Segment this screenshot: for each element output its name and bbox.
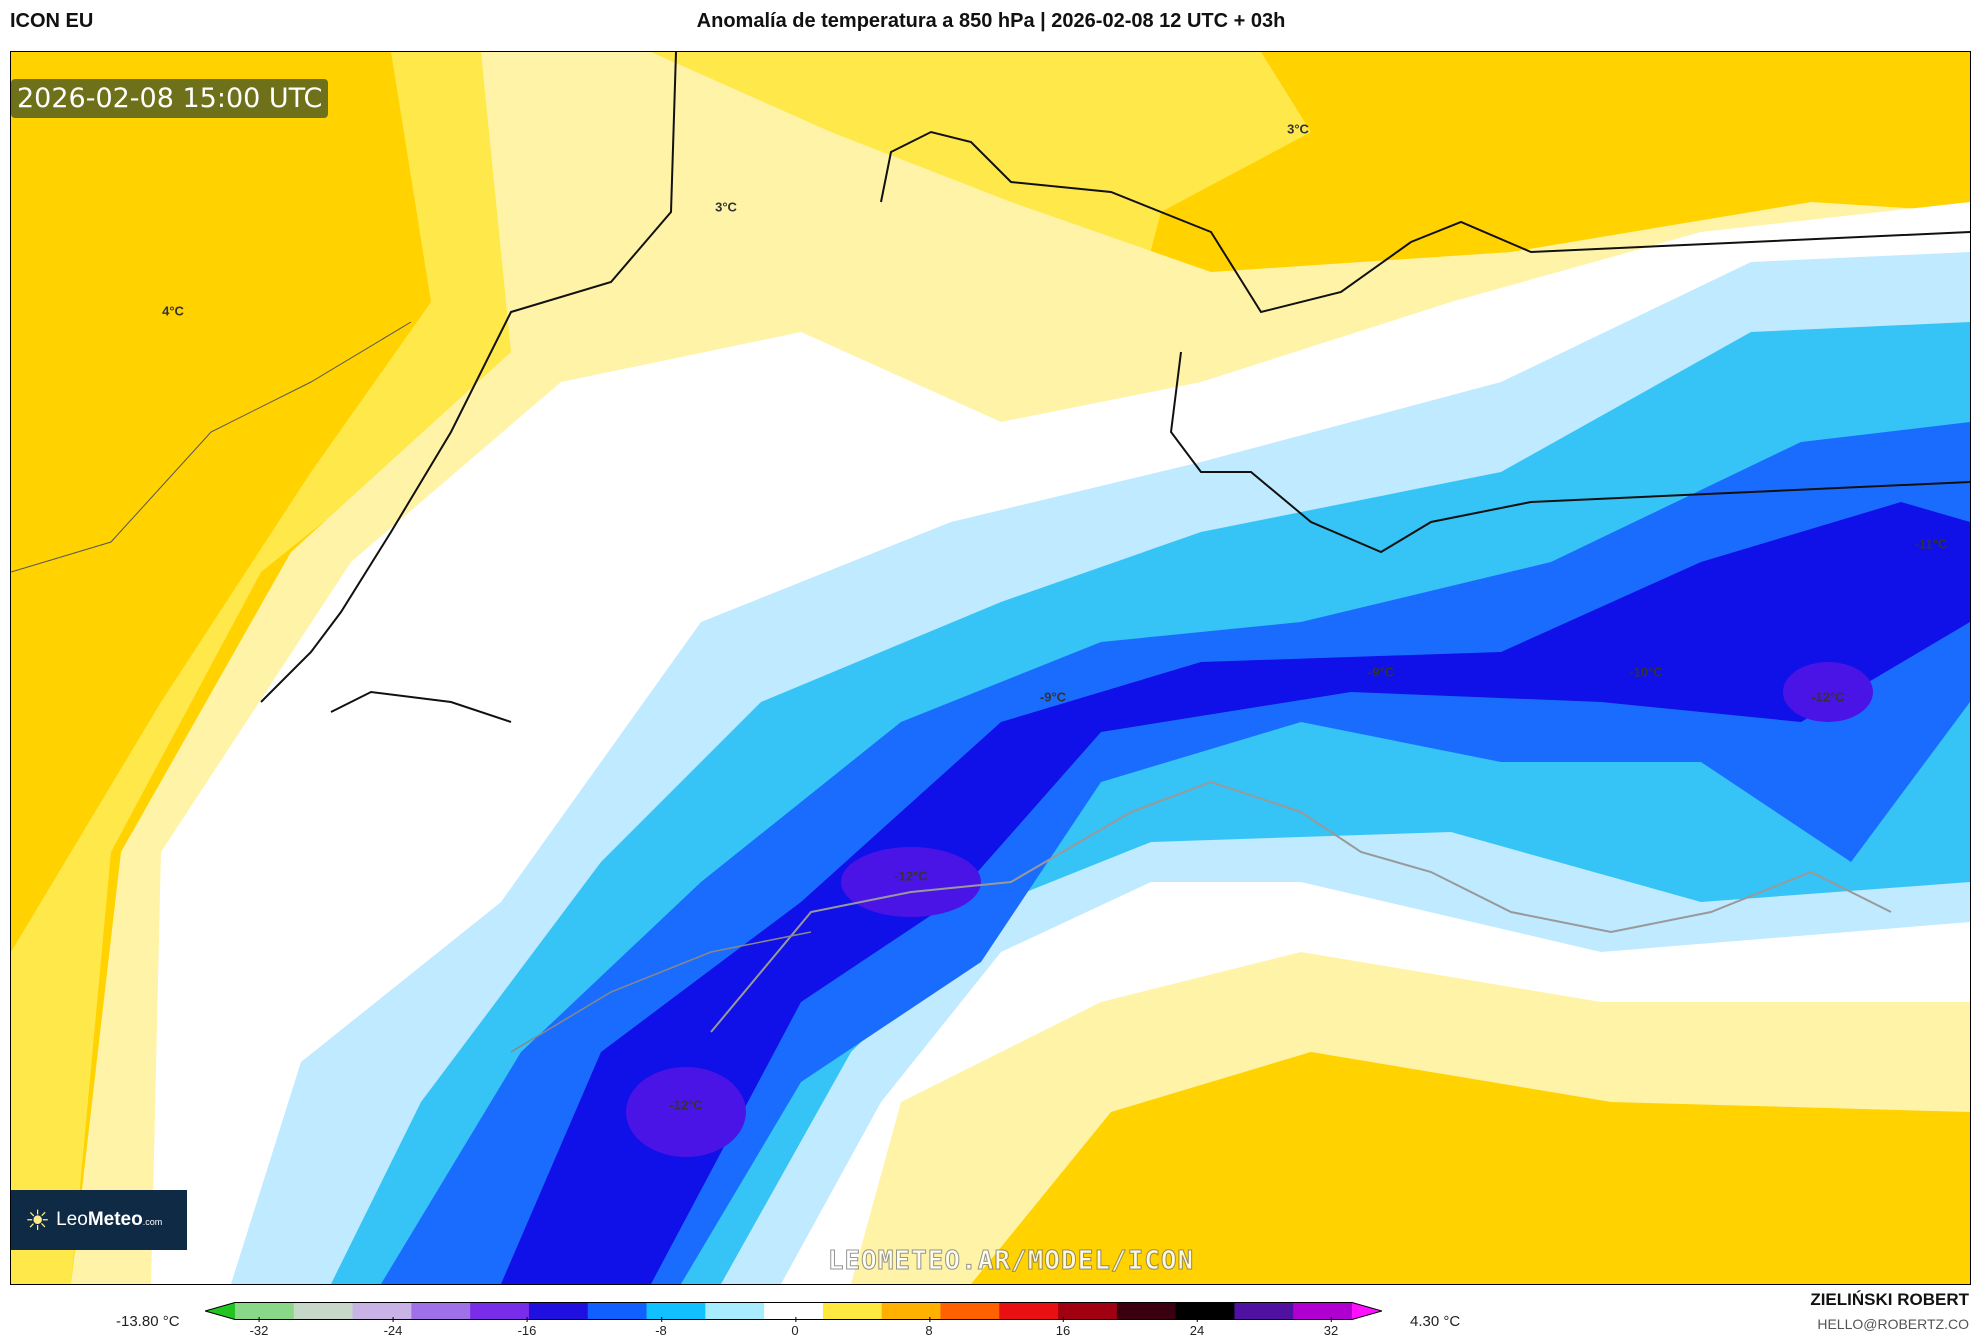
map-fill <box>11 52 1970 1284</box>
colorbar-segment <box>235 1302 295 1320</box>
colorbar-segment <box>822 1302 883 1320</box>
valid-time-label: 2026-02-08 15:00 UTC <box>11 79 329 118</box>
colorbar <box>205 1302 1382 1320</box>
colorbar-segment <box>646 1302 706 1320</box>
colorbar-tick-label: -32 <box>249 1317 269 1338</box>
contour-label: -11°C <box>1914 536 1948 552</box>
colorbar-segment <box>881 1302 941 1320</box>
contour-label: -10°C <box>1629 664 1663 680</box>
watermark: LEOMETEO.AR/MODEL/ICON <box>827 1246 1195 1277</box>
colorbar-segment <box>1234 1302 1294 1320</box>
contour-label: 3°C <box>1287 121 1309 137</box>
colorbar-tick-label: 24 <box>1189 1317 1205 1338</box>
contour-label: -9°C <box>1367 664 1395 680</box>
colorbar-tick-label: 16 <box>1055 1317 1071 1338</box>
colorbar-segment <box>999 1302 1059 1320</box>
colorbar-min-label: -13.80 °C <box>116 1313 180 1330</box>
colorbar-segment <box>1293 1302 1353 1320</box>
colorbar-segment <box>293 1302 354 1320</box>
colorbar-tick-label: -8 <box>655 1317 667 1338</box>
contour-label: 3°C <box>715 199 737 215</box>
colorbar-tick-label: -24 <box>383 1317 403 1338</box>
colorbar-tick-label: -16 <box>517 1317 537 1338</box>
colorbar-extend-low <box>205 1302 235 1320</box>
temperature-anomaly-map: 2026-02-08 15:00 UTC 3°C 3°C 4°C -11°C -… <box>10 51 1971 1285</box>
colorbar-tick-label: 32 <box>1323 1317 1339 1338</box>
colorbar-tick-label: 8 <box>925 1317 933 1338</box>
colorbar-tick-label: 0 <box>791 1317 799 1338</box>
colorbar-segment <box>411 1302 471 1320</box>
contour-label: -12°C <box>894 868 928 884</box>
colorbar-segment <box>940 1302 1000 1320</box>
leometeo-logo[interactable]: ☀ LeoMeteo.com <box>11 1190 187 1250</box>
colorbar-segment <box>528 1302 589 1320</box>
contour-label: -12°C <box>669 1097 703 1113</box>
colorbar-max-label: 4.30 °C <box>1410 1313 1461 1330</box>
sun-icon: ☀ <box>25 1204 51 1236</box>
colorbar-segment <box>587 1302 648 1320</box>
contour-label: -9°C <box>1039 689 1067 705</box>
map-title: Anomalía de temperatura a 850 hPa | 2026… <box>696 10 1286 32</box>
author-email[interactable]: HELLO@ROBERTZ.CO <box>1817 1316 1969 1332</box>
author-name: ZIELIŃSKI ROBERT <box>1810 1290 1969 1309</box>
colorbar-segment <box>1175 1302 1235 1320</box>
colorbar-segment <box>352 1302 412 1320</box>
logo-text: LeoMeteo.com <box>56 1209 163 1230</box>
colorbar-segment <box>470 1302 530 1320</box>
colorbar-segment <box>764 1302 824 1320</box>
colorbar-extend-high <box>1352 1302 1382 1320</box>
model-name: ICON EU <box>10 10 94 32</box>
colorbar-segment <box>705 1302 765 1320</box>
contour-label: -12°C <box>1811 689 1845 705</box>
colorbar-segment <box>1058 1302 1118 1320</box>
contour-label: 4°C <box>162 303 184 319</box>
colorbar-segment <box>1116 1302 1177 1320</box>
